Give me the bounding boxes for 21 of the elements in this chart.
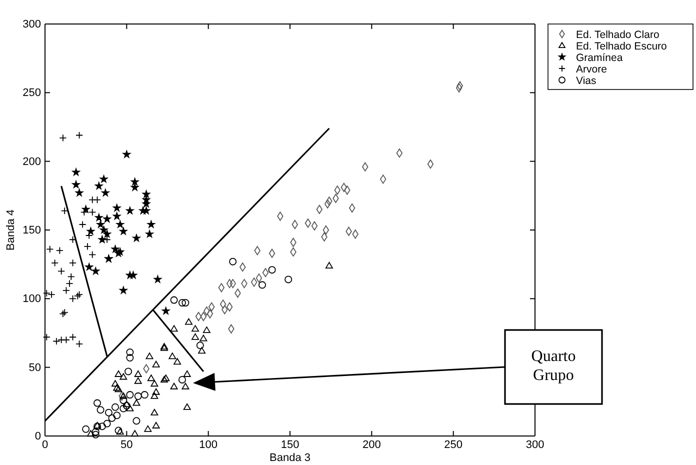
y-tick-label: 0 — [34, 430, 41, 443]
x-axis-title: Banda 3 — [270, 452, 310, 464]
x-tick-label: 200 — [362, 438, 381, 451]
legend-label: Arvore — [576, 64, 608, 76]
y-tick-label: 250 — [22, 87, 41, 100]
y-tick-label: 100 — [22, 293, 41, 306]
x-tick-label: 100 — [199, 438, 218, 451]
legend-label: Ed. Telhado Escuro — [576, 40, 668, 52]
y-tick-label: 50 — [28, 362, 41, 374]
y-axis-title: Banda 4 — [5, 210, 17, 250]
y-tick-label: 200 — [22, 156, 41, 168]
y-tick-label: 150 — [22, 224, 41, 237]
legend-label: Ed. Telhado Claro — [576, 29, 660, 41]
legend-label: Gramínea — [576, 52, 623, 64]
x-tick-label: 50 — [120, 438, 133, 451]
legend-label: Vias — [576, 75, 596, 87]
annotation: Quarto Grupo — [531, 348, 576, 384]
x-tick-label: 250 — [444, 438, 463, 451]
x-tick-label: 150 — [280, 438, 300, 451]
x-tick-label: 300 — [526, 438, 544, 451]
y-tick-label: 300 — [22, 18, 41, 31]
